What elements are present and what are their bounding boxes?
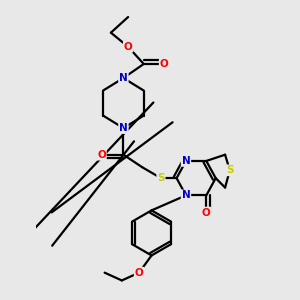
Text: O: O [202,208,211,218]
Text: N: N [182,156,190,166]
Text: O: O [124,42,133,52]
Text: N: N [119,73,128,83]
Text: S: S [157,173,165,183]
Text: S: S [226,165,233,175]
Text: N: N [182,190,190,200]
Text: O: O [160,59,169,69]
Text: N: N [119,123,128,133]
Text: O: O [135,268,143,278]
Text: O: O [97,150,106,160]
